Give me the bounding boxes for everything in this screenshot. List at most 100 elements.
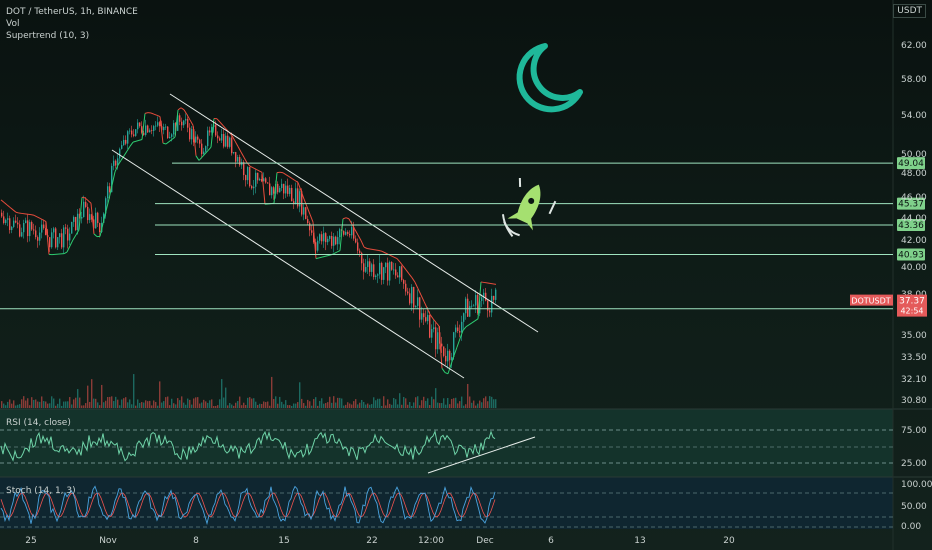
candle-body xyxy=(3,216,5,223)
supertrend-segment xyxy=(129,141,134,147)
supertrend-segment xyxy=(15,211,20,214)
volume-bar xyxy=(93,398,95,408)
supertrend-segment xyxy=(186,114,191,121)
candle-body xyxy=(109,186,111,193)
candle-body xyxy=(325,233,327,243)
supertrend-line xyxy=(0,107,497,375)
candle-body xyxy=(403,280,405,284)
volume-bar xyxy=(123,398,125,408)
candle-body xyxy=(335,236,337,245)
supertrend-segment xyxy=(171,136,176,140)
volume-bar xyxy=(423,396,425,408)
level-label-bg xyxy=(897,197,925,210)
volume-bar xyxy=(185,404,187,408)
supertrend-segment xyxy=(309,214,314,223)
volume-bar xyxy=(335,402,337,408)
candle-body xyxy=(227,135,229,147)
candle-body xyxy=(173,123,175,135)
volume-bar xyxy=(441,403,443,408)
volume-bar xyxy=(451,398,453,408)
volume-bar xyxy=(213,405,215,408)
supertrend-segment xyxy=(99,223,104,237)
supertrend-segment xyxy=(36,216,41,219)
currency-badge[interactable]: USDT xyxy=(893,4,926,18)
candle-body xyxy=(39,232,41,241)
volume-bar xyxy=(417,396,419,408)
candle-body xyxy=(277,183,279,193)
candle-body xyxy=(371,264,373,272)
candle-body xyxy=(125,139,127,144)
symbol-title[interactable]: DOT / TetherUS, 1h, BINANCE xyxy=(6,7,138,17)
supertrend-segment xyxy=(336,250,341,253)
volume-bar xyxy=(377,398,379,408)
candle-body xyxy=(429,314,431,338)
volume-bar xyxy=(295,403,297,408)
supertrend-segment xyxy=(3,202,8,206)
volume-bar xyxy=(59,398,61,408)
volume-bar xyxy=(225,387,227,408)
volume-bar xyxy=(169,405,171,408)
stoch-panel-title[interactable]: Stoch (14, 1, 3) xyxy=(6,486,76,496)
supertrend-segment xyxy=(432,318,437,323)
volume-bar xyxy=(473,400,475,408)
candle-body xyxy=(217,135,219,139)
candle-body xyxy=(443,346,445,356)
candle-body xyxy=(59,233,61,238)
volume-bar xyxy=(399,393,401,408)
candle-body xyxy=(181,121,183,126)
supertrend-segment xyxy=(339,218,344,251)
candle-body xyxy=(323,233,325,242)
volume-bar xyxy=(327,402,329,408)
volume-bar xyxy=(421,400,423,408)
volume-bar xyxy=(25,400,27,408)
supertrend-segment xyxy=(297,182,302,191)
supertrend-indicator-label[interactable]: Supertrend (10, 3) xyxy=(6,31,90,41)
candle-body xyxy=(65,227,67,229)
candle-body xyxy=(309,222,311,231)
candle-body xyxy=(489,310,491,313)
supertrend-segment xyxy=(315,257,320,260)
supertrend-segment xyxy=(258,170,263,173)
candle-body xyxy=(283,183,285,194)
candle-body xyxy=(387,262,389,281)
volume-bar xyxy=(21,399,23,408)
supertrend-segment xyxy=(6,204,11,208)
candle-body xyxy=(391,261,393,270)
symbol-price-badge-bg xyxy=(850,294,893,306)
volume-indicator-label[interactable]: Vol xyxy=(6,19,20,29)
candle-body xyxy=(93,219,95,229)
supertrend-segment xyxy=(153,113,158,116)
candle-countdown: 42:54 xyxy=(900,307,923,316)
volume-bar xyxy=(55,405,57,408)
candle-body xyxy=(159,122,161,127)
candle-body xyxy=(467,298,469,317)
volume-bar xyxy=(253,398,255,408)
channel-upper-line xyxy=(169,93,539,333)
candle-body xyxy=(415,305,417,308)
rsi-tick: 75.00 xyxy=(901,426,927,436)
volume-bar xyxy=(159,381,161,408)
stoch-tick: 0.00 xyxy=(901,522,921,532)
volume-bar xyxy=(437,402,439,408)
supertrend-segment xyxy=(204,150,209,155)
volume-bar xyxy=(3,403,5,408)
candle-body xyxy=(41,224,43,233)
supertrend-segment xyxy=(318,256,323,259)
candle-body xyxy=(313,232,315,243)
rsi-panel: 75.00 25.00 xyxy=(0,426,927,474)
candle-body xyxy=(5,219,7,223)
volume-bar xyxy=(85,403,87,408)
supertrend-segment xyxy=(243,157,248,163)
candle-body xyxy=(363,263,365,272)
volume-bar xyxy=(73,399,75,408)
rsi-panel-title[interactable]: RSI (14, close) xyxy=(6,418,71,428)
supertrend-segment xyxy=(165,141,170,145)
volume-bar xyxy=(115,396,117,408)
volume-bar xyxy=(245,404,247,408)
volume-bar xyxy=(151,405,153,408)
volume-bar xyxy=(97,402,99,408)
candle-body xyxy=(19,224,21,237)
volume-bar xyxy=(39,401,41,408)
supertrend-segment xyxy=(360,240,365,248)
